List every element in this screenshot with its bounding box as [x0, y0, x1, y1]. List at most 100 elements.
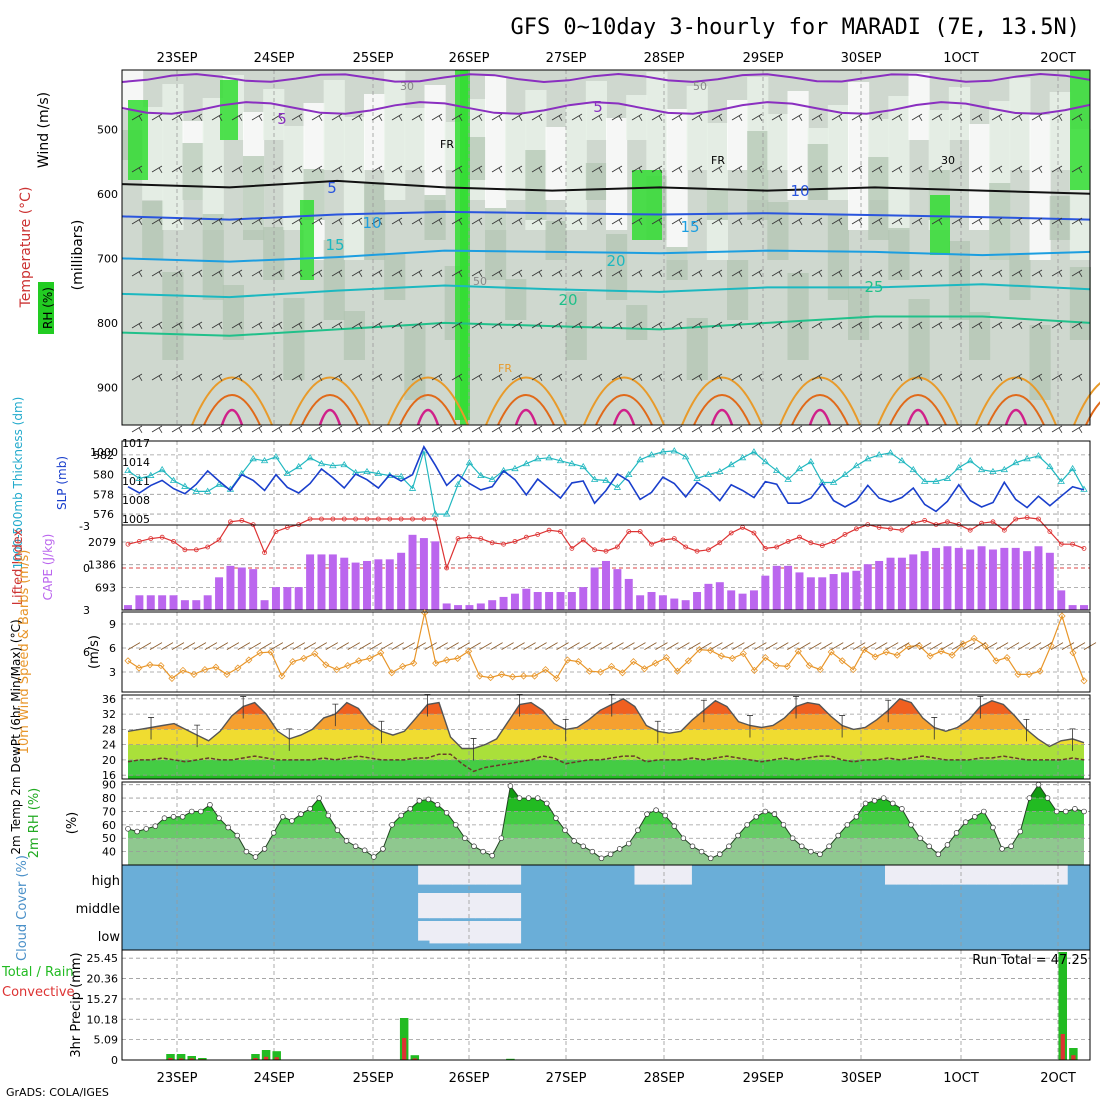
isotherm-30-bump	[987, 394, 1045, 426]
cape-bar	[1023, 551, 1032, 610]
rh-marker	[252, 854, 259, 860]
surface-wind-barb	[929, 642, 943, 650]
minmax-errorbar	[286, 728, 293, 751]
rh-marker	[653, 807, 659, 813]
wind-speed-marker	[596, 668, 605, 676]
cloud-clear-cell	[509, 921, 522, 944]
thickness-marker	[499, 466, 508, 474]
minmax-errorbar	[470, 738, 477, 761]
cape-bar	[249, 569, 258, 610]
thickness-marker	[431, 510, 439, 517]
cape-bar	[499, 596, 508, 610]
wind-barb	[751, 321, 763, 330]
y-tick-label: 16	[102, 769, 116, 782]
wind-barb	[331, 269, 343, 278]
rh-marker	[516, 795, 523, 801]
cape-bar	[602, 560, 610, 610]
wind-barb	[931, 113, 943, 122]
wind-speed-marker	[322, 661, 330, 669]
rh-patch-mid	[162, 272, 184, 360]
lifted-index-marker	[683, 544, 689, 550]
lifted-index-marker	[182, 547, 188, 553]
wind-barb	[1071, 373, 1083, 382]
wind-barb	[491, 321, 503, 330]
rh-patch-light	[565, 104, 587, 230]
wind-barb	[951, 113, 963, 122]
y-tick-label: 900	[97, 381, 118, 394]
wind-speed-marker	[893, 651, 901, 659]
thickness-marker	[340, 460, 348, 468]
wind-speed-marker	[794, 647, 802, 655]
surface-wind-barb	[193, 642, 207, 650]
y-tick-label: 600	[97, 188, 118, 201]
lifted-index-marker	[364, 516, 370, 522]
surface-wind-barb	[600, 642, 613, 650]
rh-saturated-patch	[460, 70, 468, 425]
wind-speed-marker	[267, 648, 275, 656]
cape-bar	[818, 577, 827, 610]
wind-barb	[831, 373, 843, 382]
minmax-errorbar	[793, 696, 800, 719]
cape-bar	[806, 577, 815, 610]
rh-patch-light	[606, 118, 628, 230]
cape-bar	[841, 572, 849, 610]
wind-barb	[251, 373, 263, 382]
lifted-index-marker	[694, 548, 700, 554]
rh-marker	[589, 848, 596, 855]
surface-wind-barb	[1006, 642, 1020, 650]
wind-barb	[831, 425, 843, 434]
thickness-marker	[761, 457, 770, 465]
rh-marker	[890, 800, 896, 807]
cloud-clear-cell	[475, 921, 487, 944]
rh-patch-mid	[364, 182, 386, 260]
wind-barb	[211, 425, 223, 434]
rh-marker	[1035, 781, 1042, 788]
cape-bar	[966, 549, 975, 610]
lifted-index-marker	[375, 516, 381, 522]
wind-speed-marker	[476, 672, 484, 680]
wind-barb	[671, 217, 683, 226]
cape-bar	[772, 565, 781, 610]
wind-barb	[451, 217, 463, 226]
rh-band	[128, 784, 1084, 799]
wind-barb	[631, 425, 643, 434]
surface-wind-barb	[479, 642, 492, 650]
wind-barb	[971, 321, 983, 330]
thickness-marker	[272, 453, 280, 460]
surface-wind-barb	[1028, 642, 1042, 650]
surface-wind-barb	[1050, 642, 1064, 650]
lifted-index-marker	[432, 516, 438, 522]
thickness-marker	[579, 462, 587, 470]
cape-bar	[317, 554, 326, 610]
surface-wind-barb	[248, 642, 262, 650]
wind-barb	[671, 165, 683, 174]
precip-total-bar	[176, 1054, 186, 1060]
lifted-index-marker	[1036, 516, 1041, 522]
rh-patch-mid	[686, 318, 708, 380]
rh-marker	[361, 847, 368, 854]
date-label-bottom: 26SEP	[449, 1071, 490, 1086]
cape-bar	[442, 603, 451, 610]
thickness-marker	[738, 454, 747, 461]
surface-wind-barb	[358, 642, 371, 650]
wind-barb	[731, 373, 743, 382]
thickness-marker	[864, 455, 872, 462]
rh-marker	[853, 814, 860, 820]
precip-convective-bar	[274, 1057, 279, 1060]
wind-barb	[131, 269, 143, 278]
wind-speed-frame	[121, 611, 1091, 693]
minmax-errorbar	[977, 696, 984, 719]
rh-patch-mid	[807, 144, 829, 200]
lifted-index-marker	[193, 547, 199, 553]
cloud-clear-cell	[497, 865, 510, 885]
wind-barb	[231, 373, 243, 382]
wind-barb	[391, 425, 403, 434]
wind-barb	[291, 269, 303, 278]
wind-barb	[391, 165, 403, 174]
wind-barb	[691, 113, 703, 122]
wind-barb	[1051, 217, 1063, 226]
cape-bar	[658, 595, 667, 610]
rh-marker	[580, 843, 586, 850]
y-tick-label: 28	[102, 723, 116, 736]
isotherm-upper-5	[121, 101, 1091, 115]
